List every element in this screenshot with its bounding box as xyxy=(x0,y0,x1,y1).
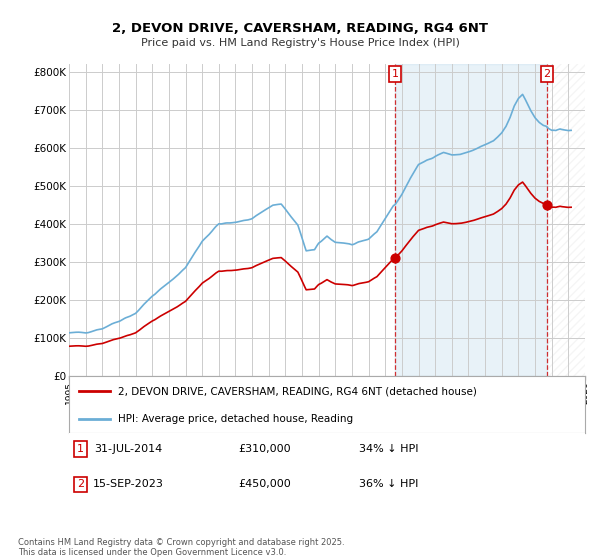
Bar xyxy=(395,64,547,376)
Bar xyxy=(547,64,585,376)
Text: £450,000: £450,000 xyxy=(239,479,292,489)
Text: HPI: Average price, detached house, Reading: HPI: Average price, detached house, Read… xyxy=(118,414,353,424)
Point xyxy=(390,254,400,263)
Text: 1: 1 xyxy=(391,69,398,79)
Text: 2, DEVON DRIVE, CAVERSHAM, READING, RG4 6NT: 2, DEVON DRIVE, CAVERSHAM, READING, RG4 … xyxy=(112,22,488,35)
Text: 15-SEP-2023: 15-SEP-2023 xyxy=(93,479,164,489)
Text: Price paid vs. HM Land Registry's House Price Index (HPI): Price paid vs. HM Land Registry's House … xyxy=(140,38,460,48)
Text: 34% ↓ HPI: 34% ↓ HPI xyxy=(359,444,419,454)
Text: £310,000: £310,000 xyxy=(239,444,292,454)
Point xyxy=(542,200,551,209)
Text: 36% ↓ HPI: 36% ↓ HPI xyxy=(359,479,419,489)
Text: 1: 1 xyxy=(77,444,84,454)
Text: 2: 2 xyxy=(544,69,550,79)
Text: 2: 2 xyxy=(77,479,84,489)
Text: 31-JUL-2014: 31-JUL-2014 xyxy=(94,444,163,454)
Text: 2, DEVON DRIVE, CAVERSHAM, READING, RG4 6NT (detached house): 2, DEVON DRIVE, CAVERSHAM, READING, RG4 … xyxy=(118,386,477,396)
Text: Contains HM Land Registry data © Crown copyright and database right 2025.
This d: Contains HM Land Registry data © Crown c… xyxy=(18,538,344,557)
